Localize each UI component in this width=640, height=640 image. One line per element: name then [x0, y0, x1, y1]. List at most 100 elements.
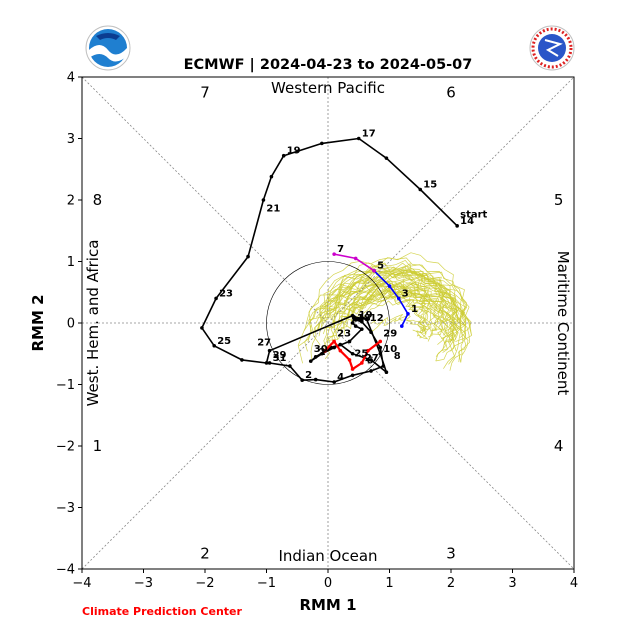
series-point — [400, 324, 404, 328]
series-point — [353, 324, 358, 328]
day-label: 23 — [219, 288, 233, 299]
series-point — [332, 345, 336, 350]
series-point — [381, 364, 386, 368]
series-point — [356, 136, 361, 141]
series-point — [214, 296, 218, 301]
day-label: 25 — [354, 349, 368, 360]
ensemble-track — [320, 270, 460, 340]
y-tick-label: −3 — [56, 501, 75, 516]
series-point — [366, 348, 370, 353]
series-point — [360, 361, 364, 365]
ensemble-track — [337, 295, 430, 337]
day-label: 4 — [337, 372, 344, 383]
region-west-pacific: Western Pacific — [271, 79, 385, 97]
series-point — [332, 380, 336, 384]
series-point — [387, 284, 392, 288]
ensemble-track — [298, 257, 467, 347]
series-point — [313, 355, 318, 359]
phase-label: 2 — [200, 545, 210, 563]
phase-label: 8 — [93, 191, 103, 209]
ensemble-track — [331, 289, 431, 345]
unit-circle — [266, 261, 390, 385]
day-label: 18 — [357, 313, 371, 324]
noaa-logo — [85, 25, 131, 71]
series-point — [313, 377, 318, 382]
phase-label: 1 — [93, 437, 103, 455]
series-point — [261, 198, 266, 202]
series-point — [378, 345, 383, 350]
region-west-hem-africa: West. Hem. and Africa — [84, 240, 102, 407]
day-label: 30 — [314, 344, 328, 355]
ensemble-track — [313, 272, 456, 346]
phase-label: 7 — [200, 83, 210, 101]
y-tick-label: 3 — [67, 132, 75, 147]
series-point — [378, 339, 383, 344]
series-point — [369, 369, 373, 373]
ensemble-track — [322, 283, 444, 335]
region-maritime-continent: Maritime Continent — [554, 251, 572, 396]
y-tick-label: −2 — [56, 440, 75, 455]
y-axis-label: RMM 2 — [29, 294, 47, 351]
region-indian-ocean: Indian Ocean — [278, 547, 377, 565]
series-point — [360, 327, 364, 331]
y-tick-label: 1 — [67, 255, 75, 270]
y-tick-label: −4 — [56, 563, 75, 578]
day-label: 27 — [257, 338, 271, 349]
ensemble-track — [338, 296, 428, 340]
y-tick-label: −1 — [56, 378, 75, 393]
ensemble-track — [353, 286, 454, 357]
day-label: 1 — [411, 304, 418, 315]
day-label: 19 — [287, 146, 301, 157]
ensemble-track — [330, 282, 449, 362]
day-label: 14 — [460, 216, 474, 227]
series-point — [267, 361, 272, 365]
nws-logo — [529, 25, 575, 71]
x-axis-label: RMM 1 — [299, 596, 356, 614]
day-label: 2 — [319, 347, 326, 358]
y-tick-label: 0 — [67, 317, 75, 332]
series-point — [406, 311, 410, 316]
series-point — [353, 256, 358, 261]
series-point — [396, 296, 401, 301]
x-tick-label: −2 — [195, 576, 214, 591]
series-point — [246, 254, 250, 259]
day-label: 29 — [273, 350, 287, 361]
y-tick-label: 2 — [67, 194, 75, 209]
ensemble-track — [365, 283, 467, 363]
series-point — [320, 351, 324, 356]
y-tick-label: 4 — [67, 71, 75, 86]
series-point — [350, 321, 355, 325]
ensemble-track — [308, 265, 466, 352]
series-point — [323, 348, 327, 353]
day-label: 29 — [383, 328, 397, 339]
x-tick-label: 1 — [385, 576, 393, 591]
day-label: 6 — [367, 355, 374, 366]
ensemble-track — [345, 283, 459, 343]
ensemble-track — [370, 313, 429, 340]
series-point — [338, 348, 343, 353]
day-label: start — [460, 210, 487, 221]
series-point — [332, 339, 336, 344]
ensemble-track — [297, 252, 472, 364]
day-label: 17 — [362, 129, 376, 140]
day-label: 27 — [365, 353, 379, 364]
x-tick-label: −3 — [134, 576, 153, 591]
x-tick-label: 2 — [447, 576, 455, 591]
series-point — [384, 370, 389, 375]
ensemble-track — [327, 288, 428, 345]
series-point — [240, 358, 244, 362]
series-point — [350, 313, 355, 318]
series-point — [281, 153, 286, 158]
series-point — [264, 361, 269, 365]
day-label: 10 — [383, 344, 397, 355]
series-point — [350, 367, 355, 371]
series-point — [300, 378, 304, 382]
series-point — [372, 268, 376, 273]
series-point — [288, 364, 292, 368]
day-label: 19 — [359, 310, 373, 321]
credit-text: Climate Prediction Center — [82, 605, 242, 618]
phase-label: 4 — [554, 437, 564, 455]
day-label: 7 — [337, 244, 344, 255]
